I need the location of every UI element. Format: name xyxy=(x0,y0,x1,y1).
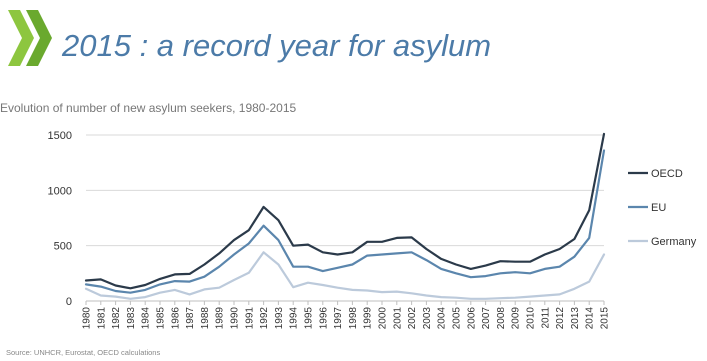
x-tick-label: 1992 xyxy=(259,307,270,330)
chart-series xyxy=(84,132,606,300)
x-tick-label: 2008 xyxy=(496,307,507,330)
x-tick-label: 1987 xyxy=(185,307,196,330)
x-tick-label: 1995 xyxy=(304,307,315,330)
chart-legend: OECD EU Germany xyxy=(628,168,697,248)
x-tick-label: 2012 xyxy=(555,307,566,330)
y-axis-ticks: 0 500 1000 1500 xyxy=(48,130,72,308)
x-axis-ticks: 1980 1981 1982 1983 1984 1985 1986 1987 1988 1989… xyxy=(82,301,611,329)
x-tick-label: 2010 xyxy=(526,307,537,330)
x-tick-label: 1983 xyxy=(126,307,137,330)
x-tick-label: 2001 xyxy=(392,307,403,330)
y-tick-label: 500 xyxy=(54,241,72,253)
x-tick-label: 2005 xyxy=(452,307,463,330)
x-tick-label: 1984 xyxy=(141,307,152,330)
x-tick-label: 2000 xyxy=(378,307,389,330)
legend-label-oecd: OECD xyxy=(651,168,683,180)
x-tick-label: 1990 xyxy=(230,307,241,330)
x-tick-label: 1981 xyxy=(96,307,107,330)
chart-title: Evolution of number of new asylum seeker… xyxy=(0,101,297,115)
series-line-germany xyxy=(84,251,606,300)
x-tick-label: 1999 xyxy=(363,307,374,330)
chart-gridlines xyxy=(86,134,604,247)
x-tick-label: 2007 xyxy=(481,307,492,330)
legend-label-eu: EU xyxy=(651,202,666,214)
x-tick-label: 2004 xyxy=(437,307,448,330)
y-tick-label: 1000 xyxy=(48,185,72,197)
x-tick-label: 1980 xyxy=(82,307,93,330)
x-tick-label: 2015 xyxy=(600,307,611,330)
oecd-logo-icon xyxy=(8,10,52,66)
x-tick-label: 1994 xyxy=(289,307,300,330)
y-tick-label: 1500 xyxy=(48,130,72,142)
x-tick-label: 2002 xyxy=(407,307,418,330)
x-tick-label: 2009 xyxy=(511,307,522,330)
x-tick-label: 2006 xyxy=(466,307,477,330)
x-tick-label: 1991 xyxy=(244,307,255,330)
logo-chevron-left xyxy=(8,10,34,66)
slide-title: 2015 : a record year for asylum xyxy=(62,28,492,63)
y-tick-label: 0 xyxy=(66,296,72,308)
logo-chevron-right xyxy=(26,10,52,66)
x-tick-label: 1993 xyxy=(274,307,285,330)
x-tick-label: 2014 xyxy=(585,307,596,330)
legend-label-germany: Germany xyxy=(651,236,697,248)
x-tick-label: 1985 xyxy=(156,307,167,330)
series-line-eu xyxy=(84,149,606,294)
x-tick-label: 1989 xyxy=(215,307,226,330)
source-note: Source: UNHCR, Eurostat, OECD calculatio… xyxy=(6,348,161,357)
x-tick-label: 1982 xyxy=(111,307,122,330)
x-tick-label: 1988 xyxy=(200,307,211,330)
series-line-oecd xyxy=(84,132,606,290)
x-tick-label: 2011 xyxy=(540,307,551,329)
x-tick-label: 1986 xyxy=(170,307,181,330)
x-tick-label: 1997 xyxy=(333,307,344,330)
x-tick-label: 2013 xyxy=(570,307,581,330)
x-tick-label: 1996 xyxy=(318,307,329,330)
x-tick-label: 1998 xyxy=(348,307,359,330)
x-tick-label: 2003 xyxy=(422,307,433,330)
